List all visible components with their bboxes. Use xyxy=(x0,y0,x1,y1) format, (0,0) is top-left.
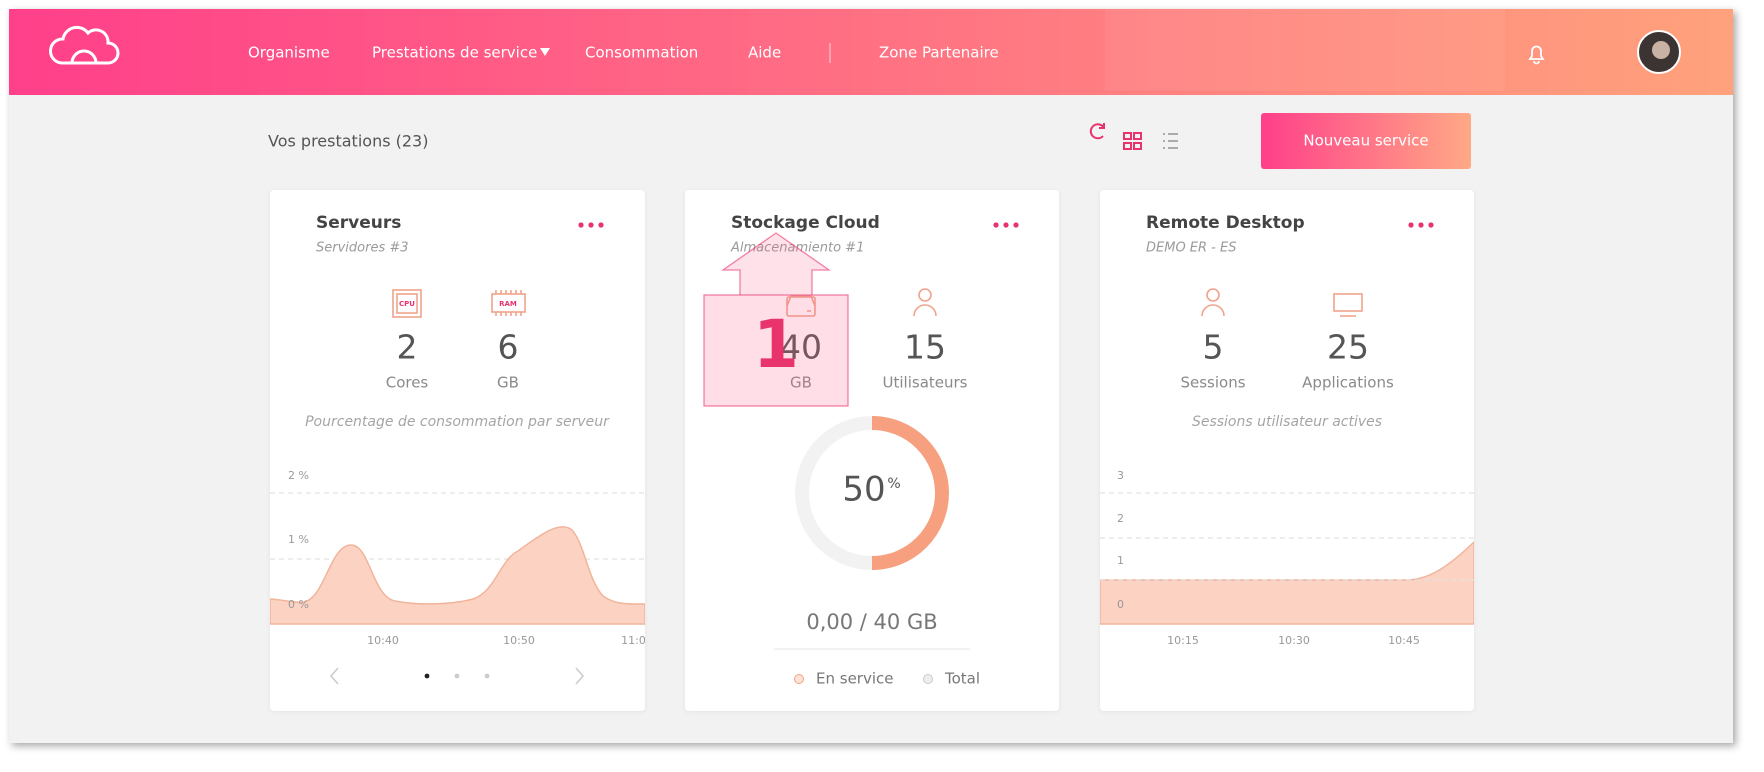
nav-item[interactable]: Organisme xyxy=(248,44,330,62)
x-tick-label: 10:40 xyxy=(367,634,399,647)
annotation-arrow xyxy=(720,232,832,295)
card xyxy=(270,190,645,711)
ram-icon-pins xyxy=(495,290,522,316)
card-title: Stockage Cloud xyxy=(731,213,880,233)
card-subtitle: DEMO ER - ES xyxy=(1146,241,1236,256)
icon-label: CPU xyxy=(399,300,415,308)
stat-label: GB xyxy=(790,374,812,392)
nav-item[interactable]: Aide xyxy=(748,44,781,62)
card-title: Serveurs xyxy=(316,213,401,233)
y-tick-label: 0 xyxy=(1117,598,1124,611)
nav-item[interactable]: Prestations de service xyxy=(372,44,537,62)
cpu-icon-inner xyxy=(396,293,418,314)
annotation-step: 1 xyxy=(753,306,799,383)
x-tick-label: 10:50 xyxy=(503,634,535,647)
gauge-arc xyxy=(871,416,949,570)
gauge-value: 50 xyxy=(842,470,885,510)
y-tick-label: 0 % xyxy=(288,598,309,611)
page-dot[interactable] xyxy=(424,673,430,679)
annotation-box xyxy=(703,294,849,407)
card-menu[interactable] xyxy=(578,222,604,228)
card-title: Remote Desktop xyxy=(1146,213,1305,233)
stat-value: 25 xyxy=(1327,328,1369,367)
ram-icon xyxy=(491,293,526,313)
usage-area xyxy=(270,526,645,625)
step-annotation: 1 xyxy=(703,232,849,407)
legend-dot xyxy=(794,674,804,684)
header-highlight xyxy=(1105,9,1505,91)
button-label[interactable]: Nouveau service xyxy=(1303,132,1428,150)
refresh-button[interactable] xyxy=(1089,123,1105,140)
disk-icon xyxy=(786,296,816,317)
x-tick-label: 10:15 xyxy=(1167,634,1199,647)
section-title: Vos prestations (23) xyxy=(268,132,428,151)
stat-value: 5 xyxy=(1203,328,1224,367)
card-menu[interactable] xyxy=(1408,222,1434,228)
card xyxy=(685,190,1059,711)
user-icon xyxy=(918,288,932,302)
card xyxy=(1100,190,1474,711)
user-icon xyxy=(1206,288,1220,302)
page-dot[interactable] xyxy=(454,673,460,679)
user-icon-body xyxy=(913,304,937,317)
stat-label: Applications xyxy=(1302,374,1394,392)
header xyxy=(9,9,1733,95)
card-subtitle: Servidores #3 xyxy=(316,241,409,256)
monitor-icon xyxy=(1333,293,1363,312)
stat-label: Cores xyxy=(386,374,429,392)
stat-label: GB xyxy=(497,374,519,392)
y-tick-label: 2 % xyxy=(288,469,309,482)
y-tick-label: 2 xyxy=(1117,512,1124,525)
grid-view-button[interactable] xyxy=(1123,132,1142,150)
x-tick-label: 11:00 xyxy=(621,634,653,647)
x-tick-label: 10:45 xyxy=(1388,634,1420,647)
stat-label: Utilisateurs xyxy=(883,374,968,392)
stat-value: 15 xyxy=(904,328,946,367)
y-tick-label: 1 xyxy=(1117,554,1124,567)
usage-text: 0,00 / 40 GB xyxy=(806,610,937,634)
icon-label: RAM xyxy=(499,300,517,308)
stat-value: 6 xyxy=(498,328,519,367)
usage-chart: 2 % 1 % 0 % 10:40 10:50 11:00 xyxy=(270,469,653,647)
y-tick-label: 3 xyxy=(1117,469,1124,482)
logo[interactable] xyxy=(49,25,120,65)
sessions-chart: 3 2 1 0 10:15 10:30 10:45 xyxy=(1100,469,1474,647)
stat-label: Sessions xyxy=(1180,374,1245,392)
notifications[interactable] xyxy=(1528,45,1545,65)
user-icon-body xyxy=(1201,304,1225,317)
disk-icon-detail xyxy=(786,295,816,312)
legend-dot xyxy=(923,674,933,684)
y-tick-label: 1 % xyxy=(288,533,309,546)
cpu-icon xyxy=(392,289,422,318)
stat-value: 40 xyxy=(780,328,822,367)
x-tick-label: 10:30 xyxy=(1278,634,1310,647)
chart-caption: Pourcentage de consommation par serveur xyxy=(305,414,610,430)
nav-item[interactable]: Consommation xyxy=(585,44,698,62)
avatar-face xyxy=(1652,41,1670,59)
previous-button[interactable] xyxy=(329,667,339,685)
nav-item[interactable]: Zone Partenaire xyxy=(879,44,999,62)
legend-label: Total xyxy=(944,670,980,688)
card-menu[interactable] xyxy=(993,222,1019,228)
page-dot[interactable] xyxy=(484,673,490,679)
gauge-unit: % xyxy=(887,476,900,492)
chart-caption: Sessions utilisateur actives xyxy=(1192,414,1382,430)
next-button[interactable] xyxy=(575,667,585,685)
stat-value: 2 xyxy=(397,328,418,367)
legend-label: En service xyxy=(816,670,893,688)
list-view-button[interactable] xyxy=(1163,133,1178,149)
dropdown-arrow[interactable] xyxy=(540,48,550,56)
new-service-button[interactable] xyxy=(1261,113,1471,169)
